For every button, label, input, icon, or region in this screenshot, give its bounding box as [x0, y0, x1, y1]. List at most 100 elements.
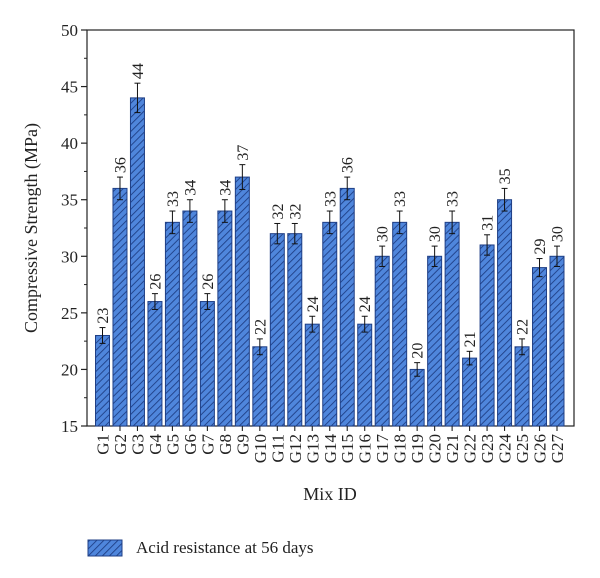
data-label-g23: 31	[480, 215, 497, 231]
x-tick-label-g2: G2	[111, 434, 130, 455]
y-tick-label: 40	[61, 134, 78, 153]
error-bar-g26	[536, 258, 543, 278]
data-label-g19: 20	[410, 343, 427, 359]
y-tick-label: 50	[61, 21, 78, 40]
x-tick-label-g19: G19	[408, 434, 427, 463]
bar-g10	[252, 346, 268, 427]
error-bar-g24	[501, 187, 508, 212]
x-tick-label-g6: G6	[181, 434, 200, 455]
x-tick-label-g24: G24	[496, 434, 515, 464]
legend-label: Acid resistance at 56 days	[136, 538, 314, 557]
error-bar-g23	[484, 234, 491, 256]
bar-g19	[409, 368, 425, 427]
data-label-g8: 34	[217, 180, 234, 196]
x-tick-label-g9: G9	[233, 434, 252, 455]
data-label-g6: 34	[182, 180, 199, 196]
bar-g17	[374, 255, 390, 427]
data-label-g1: 23	[95, 308, 112, 324]
x-tick-label-g17: G17	[373, 434, 392, 464]
y-axis-title: Compressive Strength (MPa)	[21, 123, 42, 333]
x-tick-label-g5: G5	[163, 434, 182, 455]
bar-g24	[497, 199, 513, 427]
bar-g21	[444, 221, 460, 427]
error-bar-g9	[239, 164, 246, 191]
data-label-g7: 26	[200, 274, 217, 290]
bar-g25	[514, 346, 530, 427]
legend: Acid resistance at 56 days	[87, 538, 314, 557]
data-label-g24: 35	[497, 168, 514, 184]
x-tick-label-g8: G8	[216, 434, 235, 455]
x-tick-label-g15: G15	[338, 434, 357, 463]
bar-g13	[304, 323, 320, 427]
data-label-g10: 22	[252, 319, 269, 335]
bar-g8	[217, 210, 233, 427]
bar-g2	[112, 187, 128, 427]
bar-g11	[269, 233, 285, 427]
bar-g12	[287, 233, 303, 427]
bar-g27	[549, 255, 565, 427]
error-bar-g21	[449, 210, 456, 235]
x-axis: G1G2G3G4G5G6G7G8G9G10G11G12G13G14G15G16G…	[94, 426, 567, 464]
x-tick-label-g11: G11	[268, 434, 287, 463]
y-tick-label: 45	[61, 78, 78, 97]
bar-g4	[147, 301, 163, 427]
y-tick-label: 35	[61, 191, 78, 210]
error-bar-g12	[291, 222, 298, 245]
data-label-g15: 36	[340, 157, 357, 173]
error-bar-g6	[186, 199, 193, 223]
data-label-g16: 24	[357, 296, 374, 312]
data-label-g27: 30	[550, 226, 567, 242]
y-tick-label: 25	[61, 304, 78, 323]
bar-g3	[129, 97, 145, 427]
data-label-g26: 29	[532, 239, 549, 255]
bar-g16	[357, 323, 373, 427]
y-axis: 15 20 25 30 35 40 45 50	[61, 21, 87, 436]
x-tick-label-g7: G7	[198, 434, 217, 455]
data-label-g5: 33	[165, 191, 182, 207]
bar-g1	[95, 334, 110, 427]
bar-g23	[479, 244, 495, 427]
data-label-g17: 30	[375, 226, 392, 242]
x-tick-label-g21: G21	[443, 434, 462, 463]
error-bar-g8	[221, 199, 228, 223]
data-label-g12: 32	[287, 203, 304, 219]
x-tick-label-g23: G23	[478, 434, 497, 463]
error-bar-g22	[466, 350, 473, 366]
bar-g6	[182, 210, 198, 427]
x-tick-label-g26: G26	[531, 434, 550, 463]
y-tick-label: 15	[61, 417, 78, 436]
error-bar-g1	[99, 327, 106, 344]
x-tick-label-g27: G27	[548, 434, 567, 464]
error-bar-g19	[414, 362, 421, 377]
data-label-g4: 26	[147, 274, 164, 290]
bar-g20	[427, 255, 443, 427]
x-tick-label-g16: G16	[356, 434, 375, 463]
error-bar-g4	[151, 293, 158, 310]
x-tick-label-g13: G13	[303, 434, 322, 463]
data-label-g13: 24	[305, 296, 322, 312]
error-bar-g7	[204, 293, 211, 310]
data-label-g18: 33	[392, 191, 409, 207]
error-bar-g20	[431, 245, 438, 267]
bar-g22	[462, 357, 478, 427]
data-label-g21: 33	[445, 191, 462, 207]
x-axis-title: Mix ID	[303, 484, 357, 504]
error-bar-g18	[396, 210, 403, 235]
bar-g26	[532, 267, 548, 427]
data-label-g20: 30	[427, 226, 444, 242]
x-tick-label-g20: G20	[426, 434, 445, 463]
bar-g5	[164, 221, 180, 427]
error-bar-g14	[326, 210, 333, 235]
data-label-g9: 37	[235, 145, 252, 161]
y-tick-label: 30	[61, 247, 78, 266]
x-tick-label-g4: G4	[146, 434, 165, 455]
error-bar-g3	[134, 82, 141, 114]
error-bar-g17	[379, 245, 386, 267]
error-bar-g16	[361, 315, 368, 333]
data-label-g11: 32	[270, 203, 287, 219]
x-tick-label-g14: G14	[321, 434, 340, 464]
x-tick-label-g25: G25	[513, 434, 532, 463]
data-label-g14: 33	[322, 191, 339, 207]
